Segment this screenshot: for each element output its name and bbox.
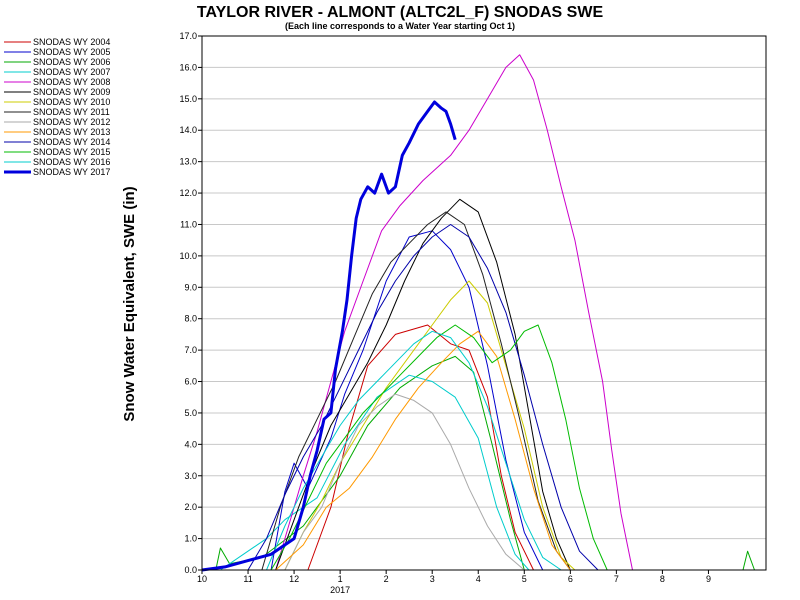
x-tick-label: 9 <box>706 574 711 584</box>
y-tick-label: 15.0 <box>179 94 197 104</box>
x-tick-label: 8 <box>660 574 665 584</box>
series-line <box>284 393 525 571</box>
legend-label: SNODAS WY 2009 <box>33 87 110 97</box>
y-tick-label: 11.0 <box>180 219 197 229</box>
legend-label: SNODAS WY 2008 <box>33 77 110 87</box>
x-tick-label: 2 <box>384 574 389 584</box>
series-line <box>220 374 530 571</box>
x-year-label: 2017 <box>330 585 350 595</box>
legend-label: SNODAS WY 2004 <box>33 37 110 47</box>
legend-label: SNODAS WY 2005 <box>33 47 110 57</box>
y-tick-label: 8.0 <box>184 314 197 324</box>
series-lines <box>201 54 755 572</box>
y-tick-label: 16.0 <box>179 62 197 72</box>
legend-label: SNODAS WY 2006 <box>33 57 110 67</box>
series-line <box>284 280 576 571</box>
series-line <box>261 211 571 571</box>
series-line <box>266 330 562 571</box>
y-tick-label: 6.0 <box>184 377 197 387</box>
y-tick-label: 1.0 <box>184 534 197 544</box>
y-tick-label: 2.0 <box>184 502 197 512</box>
legend-label: SNODAS WY 2011 <box>33 107 110 117</box>
y-tick-label: 12.0 <box>179 188 197 198</box>
series-line <box>201 100 457 572</box>
y-tick-label: 13.0 <box>179 157 197 167</box>
chart-title: TAYLOR RIVER - ALMONT (ALTC2L_F) SNODAS … <box>197 4 604 21</box>
x-tick-label: 1 <box>338 574 343 584</box>
legend-label: SNODAS WY 2007 <box>33 67 110 77</box>
x-tick-label: 6 <box>568 574 573 584</box>
legend-label: SNODAS WY 2017 <box>33 167 110 177</box>
x-tick-label: 5 <box>522 574 527 584</box>
series-line <box>275 198 571 571</box>
y-tick-label: 14.0 <box>179 125 197 135</box>
y-tick-label: 5.0 <box>184 408 197 418</box>
y-tick-label: 9.0 <box>184 282 197 292</box>
series-line <box>275 330 571 571</box>
series-line <box>247 224 599 571</box>
legend-label: SNODAS WY 2015 <box>33 147 110 157</box>
x-tick-label: 4 <box>476 574 481 584</box>
x-tick-label: 7 <box>614 574 619 584</box>
x-tick-label: 3 <box>430 574 435 584</box>
series-line <box>270 230 544 571</box>
legend-label: SNODAS WY 2010 <box>33 97 110 107</box>
chart-subtitle: (Each line corresponds to a Water Year s… <box>285 21 515 31</box>
y-tick-label: 3.0 <box>184 471 197 481</box>
legend-label: SNODAS WY 2013 <box>33 127 110 137</box>
series-line <box>275 54 633 571</box>
y-tick-label: 0.0 <box>184 565 197 575</box>
legend-label: SNODAS WY 2014 <box>33 137 110 147</box>
series-line <box>307 324 534 571</box>
y-tick-labels: 0.0 1.0 2.0 3.0 4.0 5.0 6.0 7.0 8.0 9.0 10.0 11.0 12… <box>179 31 202 575</box>
series-line <box>270 324 608 571</box>
y-axis-label: Snow Water Equivalent, SWE (in) <box>121 186 138 421</box>
x-tick-label: 11 <box>243 574 252 584</box>
y-tick-label: 7.0 <box>184 345 197 355</box>
x-tick-label: 12 <box>289 574 299 584</box>
legend-label: SNODAS WY 2012 <box>33 117 110 127</box>
x-tick-label: 10 <box>197 574 207 584</box>
legend-label: SNODAS WY 2016 <box>33 157 110 167</box>
y-tick-label: 4.0 <box>184 439 197 449</box>
plot-frame <box>201 35 767 571</box>
y-tick-label: 17.0 <box>179 31 197 41</box>
y-tick-label: 10.0 <box>179 251 197 261</box>
